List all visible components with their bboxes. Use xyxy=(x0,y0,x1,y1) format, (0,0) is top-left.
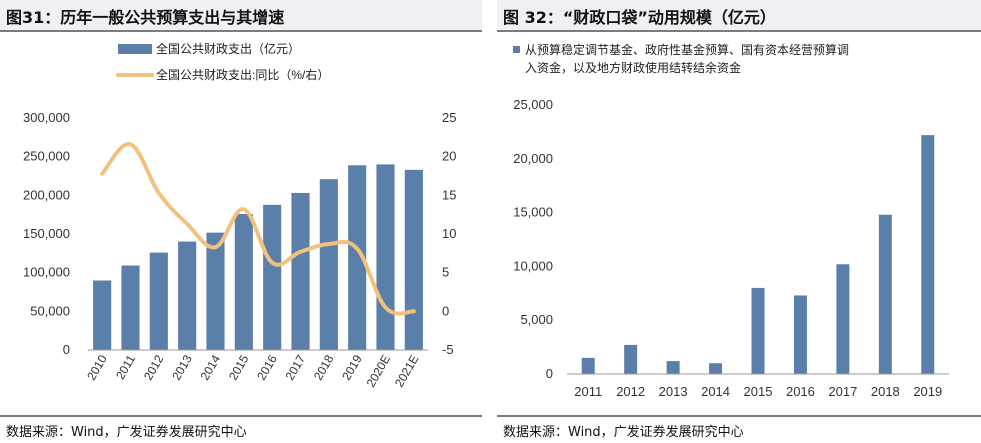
y-axis-tick-label: 5,000 xyxy=(520,312,553,327)
left-axis-tick-label: 50,000 xyxy=(30,303,70,318)
right-chart-panel: 图 32：“财政口袋”动用规模（亿元） 从预算稳定调节基金、政府性基金预算、国有… xyxy=(497,0,981,443)
left-source-bar: 数据来源：Wind，广发证券发展研究中心 xyxy=(0,415,482,443)
y-axis-tick-label: 25,000 xyxy=(513,97,553,112)
y-axis-tick-label: 10,000 xyxy=(513,258,553,273)
bar xyxy=(921,135,935,374)
bar xyxy=(581,357,595,374)
x-axis-category-label: 2016 xyxy=(786,384,815,399)
right-axis-tick-label: 10 xyxy=(442,226,456,241)
left-axis-tick-label: 100,000 xyxy=(23,265,70,280)
left-axis-tick-label: 0 xyxy=(63,342,70,357)
bar xyxy=(319,179,338,350)
x-axis-category-label: 2017 xyxy=(283,352,309,382)
bar xyxy=(404,169,423,350)
left-chart-title: 图31：历年一般公共预算支出与其增速 xyxy=(6,8,285,27)
bar xyxy=(793,295,807,374)
left-title-bar: 图31：历年一般公共预算支出与其增速 xyxy=(0,0,482,32)
y-axis-tick-label: 20,000 xyxy=(513,151,553,166)
right-axis-tick-label: 5 xyxy=(442,265,449,280)
x-axis-category-label: 2013 xyxy=(169,352,195,382)
right-source-bar: 数据来源：Wind，广发证券发展研究中心 xyxy=(497,415,981,443)
x-axis-category-label: 2021E xyxy=(392,353,421,390)
bar xyxy=(206,232,225,350)
bar xyxy=(263,204,282,350)
x-axis-category-label: 2020E xyxy=(364,353,393,390)
bar xyxy=(149,252,168,350)
right-chart-title: 图 32：“财政口袋”动用规模（亿元） xyxy=(503,8,776,27)
right-source: 数据来源：Wind，广发证券发展研究中心 xyxy=(503,425,744,440)
bar xyxy=(121,265,140,350)
legend-label: 从预算稳定调节基金、政府性基金预算、国有资本经营预算调 xyxy=(525,42,849,57)
right-chart: 从预算稳定调节基金、政府性基金预算、国有资本经营预算调入资金，以及地方财政使用结… xyxy=(513,42,949,399)
bar xyxy=(624,344,638,374)
x-axis-category-label: 2012 xyxy=(616,384,645,399)
left-axis-tick-label: 150,000 xyxy=(23,226,70,241)
right-axis-tick-label: 15 xyxy=(442,187,456,202)
x-axis-category-label: 2017 xyxy=(828,384,857,399)
bar xyxy=(751,287,765,374)
bar xyxy=(234,213,253,350)
y-axis-tick-label: 15,000 xyxy=(513,205,553,220)
bar xyxy=(376,164,395,350)
bar xyxy=(178,241,197,350)
x-axis-category-label: 2018 xyxy=(311,352,337,382)
right-axis-tick-label: 0 xyxy=(442,303,449,318)
bar xyxy=(291,192,310,350)
bar xyxy=(878,214,892,374)
left-axis-tick-label: 300,000 xyxy=(23,110,70,125)
x-axis-category-label: 2016 xyxy=(254,352,280,382)
x-axis-category-label: 2019 xyxy=(913,384,942,399)
bar xyxy=(348,165,367,350)
x-axis-category-label: 2010 xyxy=(84,352,110,382)
growth-rate-line xyxy=(100,142,416,316)
x-axis-category-label: 2012 xyxy=(141,352,167,382)
legend-label: 入资金，以及地方财政使用结转结余资金 xyxy=(525,60,741,75)
legend-swatch xyxy=(513,46,520,53)
right-axis-tick-label: -5 xyxy=(442,342,454,357)
legend-bar-label: 全国公共财政支出（亿元） xyxy=(156,41,300,56)
right-axis-tick-label: 20 xyxy=(442,149,456,164)
x-axis-category-label: 2014 xyxy=(701,384,730,399)
x-axis-category-label: 2019 xyxy=(339,352,365,382)
left-axis-tick-label: 200,000 xyxy=(23,187,70,202)
x-axis-category-label: 2015 xyxy=(744,384,773,399)
y-axis-tick-label: 0 xyxy=(546,366,553,381)
left-chart-panel: 图31：历年一般公共预算支出与其增速 全国公共财政支出（亿元） 全国公共财政支出:… xyxy=(0,0,482,443)
x-axis-category-label: 2018 xyxy=(871,384,900,399)
bar xyxy=(836,264,850,374)
x-axis-category-label: 2011 xyxy=(113,352,138,382)
legend-bar-swatch xyxy=(118,44,152,54)
left-chart: 全国公共财政支出（亿元） 全国公共财政支出:同比（%/右） 0 50,000 100,0… xyxy=(23,41,456,390)
bar xyxy=(93,280,112,350)
bar xyxy=(666,361,680,374)
left-axis-tick-label: 250,000 xyxy=(23,149,70,164)
legend-line-label: 全国公共财政支出:同比（%/右） xyxy=(156,67,329,82)
x-axis-category-label: 2014 xyxy=(198,352,224,382)
right-axis-tick-label: 25 xyxy=(442,110,456,125)
right-title-bar: 图 32：“财政口袋”动用规模（亿元） xyxy=(497,0,981,32)
bar xyxy=(709,363,723,374)
left-source: 数据来源：Wind，广发证券发展研究中心 xyxy=(6,425,247,440)
x-axis-category-label: 2015 xyxy=(226,352,252,382)
x-axis-category-label: 2013 xyxy=(659,384,688,399)
x-axis-category-label: 2011 xyxy=(574,384,602,399)
